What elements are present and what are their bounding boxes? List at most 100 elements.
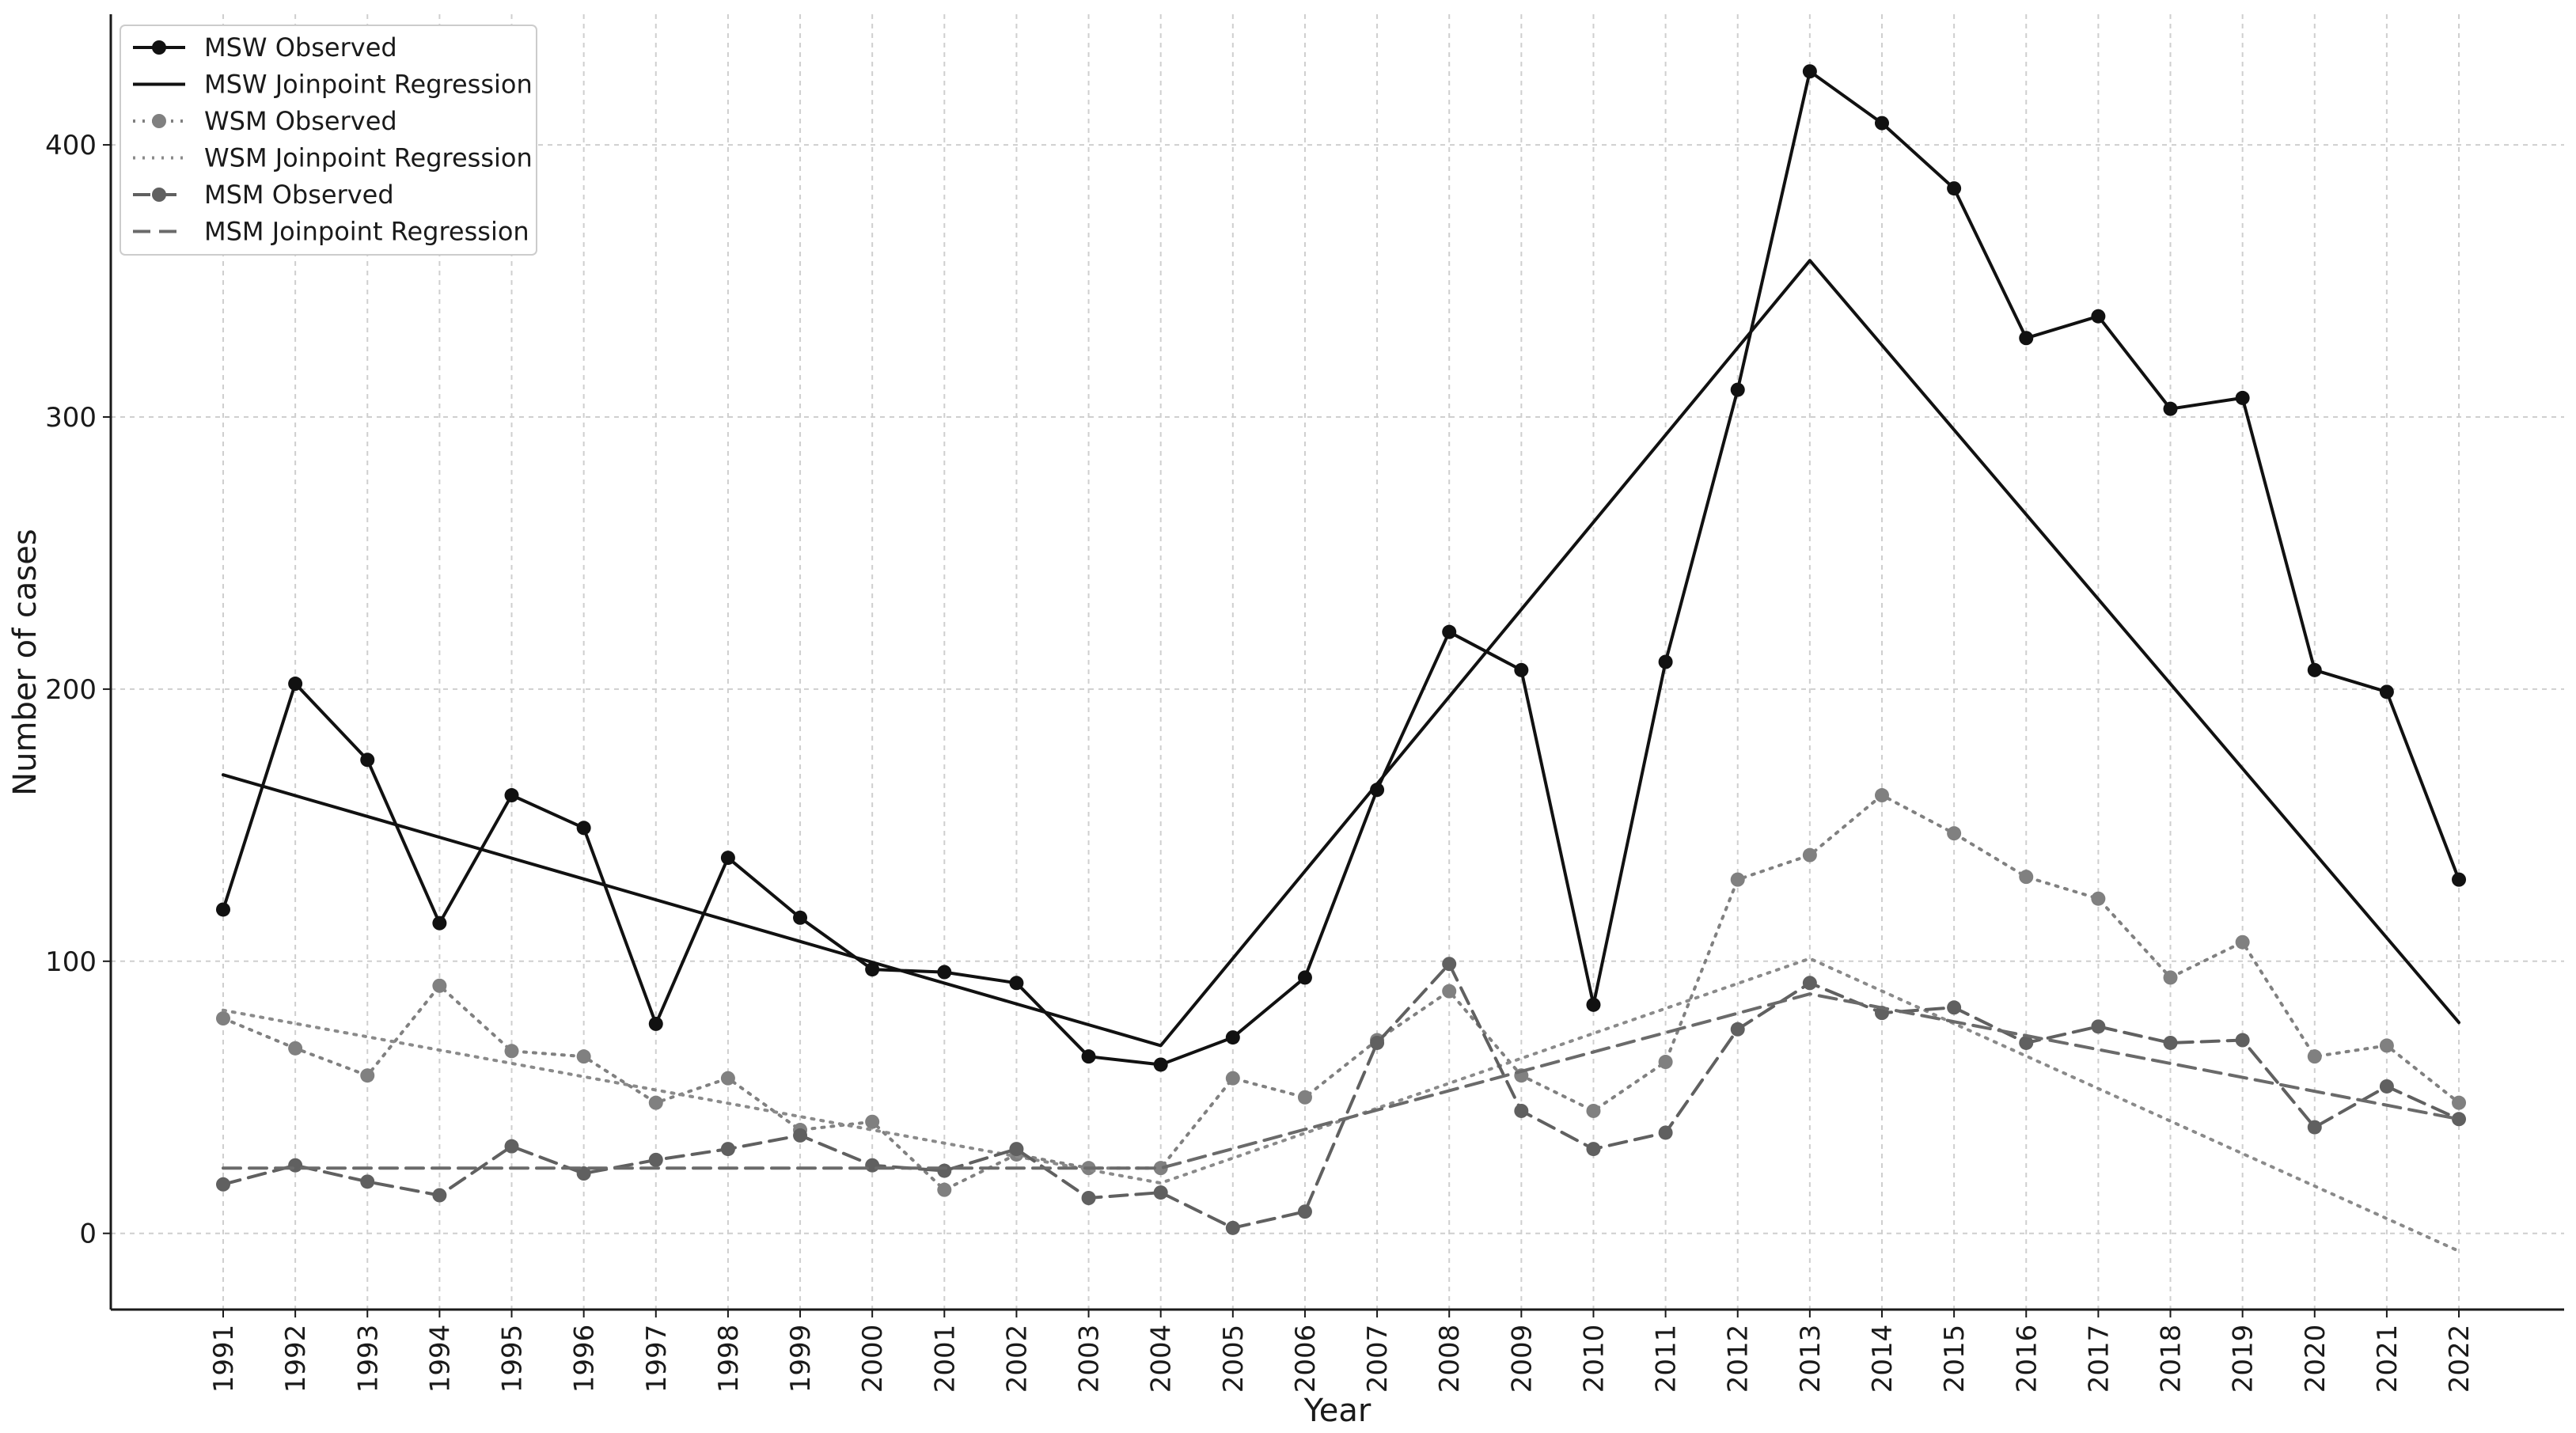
data-point <box>937 1182 952 1197</box>
data-point <box>1153 1057 1168 1072</box>
data-point <box>865 962 880 977</box>
data-point <box>2091 1019 2106 1034</box>
data-point <box>793 1128 808 1143</box>
data-point <box>1297 970 1312 985</box>
data-point <box>1658 1125 1673 1140</box>
y-tick-label: 400 <box>45 130 97 161</box>
data-point <box>432 978 447 993</box>
data-point <box>360 753 375 768</box>
x-tick-label: 1997 <box>641 1325 673 1393</box>
legend-marker <box>152 40 166 55</box>
y-tick-label: 100 <box>45 946 97 978</box>
series-wsm-observed <box>216 788 2467 1197</box>
data-point <box>793 910 808 925</box>
grid <box>111 14 2564 1310</box>
data-point <box>1225 1071 1240 1086</box>
series-line <box>222 70 2460 1067</box>
x-tick-label: 2015 <box>1939 1325 1971 1393</box>
data-point <box>1081 1049 1096 1064</box>
x-tick-label: 2019 <box>2228 1325 2259 1393</box>
data-point <box>432 1188 447 1203</box>
data-point <box>2307 1049 2322 1064</box>
data-point <box>2091 309 2106 324</box>
data-point <box>720 1071 735 1086</box>
legend-marker <box>152 114 166 128</box>
data-point <box>865 1114 880 1129</box>
data-point <box>1442 984 1457 999</box>
x-tick-label: 2016 <box>2011 1325 2043 1393</box>
series-line <box>222 794 2460 1192</box>
data-point <box>1802 976 1817 991</box>
legend-entries: MSW Observed MSW Joinpoint Regression WSM … <box>133 32 533 247</box>
data-point <box>1586 997 1601 1012</box>
data-point <box>504 1044 519 1059</box>
data-point <box>937 965 952 980</box>
x-tick-label: 1999 <box>785 1325 817 1393</box>
data-point <box>2452 1112 2467 1127</box>
data-point <box>1225 1220 1240 1235</box>
data-point <box>2019 331 2034 346</box>
data-point <box>937 1163 952 1178</box>
data-point <box>1874 788 1889 803</box>
y-tick-label: 300 <box>45 402 97 434</box>
series-line <box>222 992 2460 1170</box>
axes: 1991 1992 1993 1994 1995 1996 1997 1998 1999 2000… <box>45 14 2564 1393</box>
data-point <box>1947 826 1962 841</box>
y-tick-label: 200 <box>45 674 97 706</box>
data-point <box>1153 1161 1168 1176</box>
data-point <box>288 1041 303 1056</box>
x-tick-label: 1991 <box>208 1325 240 1393</box>
x-tick-label: 2005 <box>1218 1325 1250 1393</box>
legend: MSW Observed MSW Joinpoint Regression WSM … <box>120 25 537 256</box>
data-point <box>1802 847 1817 862</box>
data-point <box>288 1158 303 1173</box>
data-point <box>1658 654 1673 669</box>
x-tick-label: 1993 <box>352 1325 384 1393</box>
data-point <box>576 1166 591 1181</box>
legend-label: MSW Joinpoint Regression <box>204 70 533 100</box>
legend-label: MSM Joinpoint Regression <box>204 217 529 247</box>
data-point <box>2235 1033 2250 1048</box>
data-point <box>1442 624 1457 639</box>
data-point <box>1225 1030 1240 1045</box>
plot-area <box>216 64 2467 1253</box>
data-point <box>648 1016 663 1031</box>
legend-box <box>120 25 537 256</box>
data-point <box>2235 934 2250 950</box>
legend-entry: WSM Joinpoint Regression <box>133 143 533 173</box>
x-tick-label: 2003 <box>1074 1325 1106 1393</box>
y-tick-label: 0 <box>79 1219 97 1250</box>
x-tick-label: 2012 <box>1723 1325 1755 1393</box>
data-point <box>2019 1035 2034 1050</box>
legend-entry: WSM Observed <box>133 106 397 136</box>
x-tick-label: 2004 <box>1146 1325 1178 1393</box>
x-tick-label: 1996 <box>569 1325 601 1393</box>
data-point <box>1730 1022 1745 1037</box>
legend-label: WSM Observed <box>204 106 397 136</box>
data-point <box>2163 1035 2178 1050</box>
data-point <box>576 821 591 836</box>
data-point <box>1586 1103 1601 1118</box>
data-point <box>2019 870 2034 885</box>
series-msm-joinpoint-regression <box>222 992 2460 1170</box>
x-tick-label: 2009 <box>1506 1325 1538 1393</box>
legend-label: MSW Observed <box>204 32 397 63</box>
data-point <box>2307 662 2322 677</box>
data-point <box>504 788 519 803</box>
x-tick-label: 2022 <box>2444 1325 2475 1393</box>
x-tick-label: 1998 <box>713 1325 745 1393</box>
x-tick-label: 2002 <box>1001 1325 1033 1393</box>
legend-entry: MSM Joinpoint Regression <box>133 217 529 247</box>
x-tick-label: 2011 <box>1651 1325 1683 1393</box>
data-point <box>648 1095 663 1110</box>
data-point <box>2452 872 2467 887</box>
data-point <box>2307 1120 2322 1135</box>
data-point <box>360 1174 375 1189</box>
x-tick-label: 2006 <box>1290 1325 1322 1393</box>
series-wsm-joinpoint-regression <box>222 957 2460 1253</box>
data-point <box>216 1011 230 1026</box>
data-point <box>288 677 303 692</box>
x-tick-label: 2017 <box>2083 1325 2115 1393</box>
series-msw-observed <box>216 64 2467 1072</box>
x-tick-label: 2007 <box>1362 1325 1394 1393</box>
